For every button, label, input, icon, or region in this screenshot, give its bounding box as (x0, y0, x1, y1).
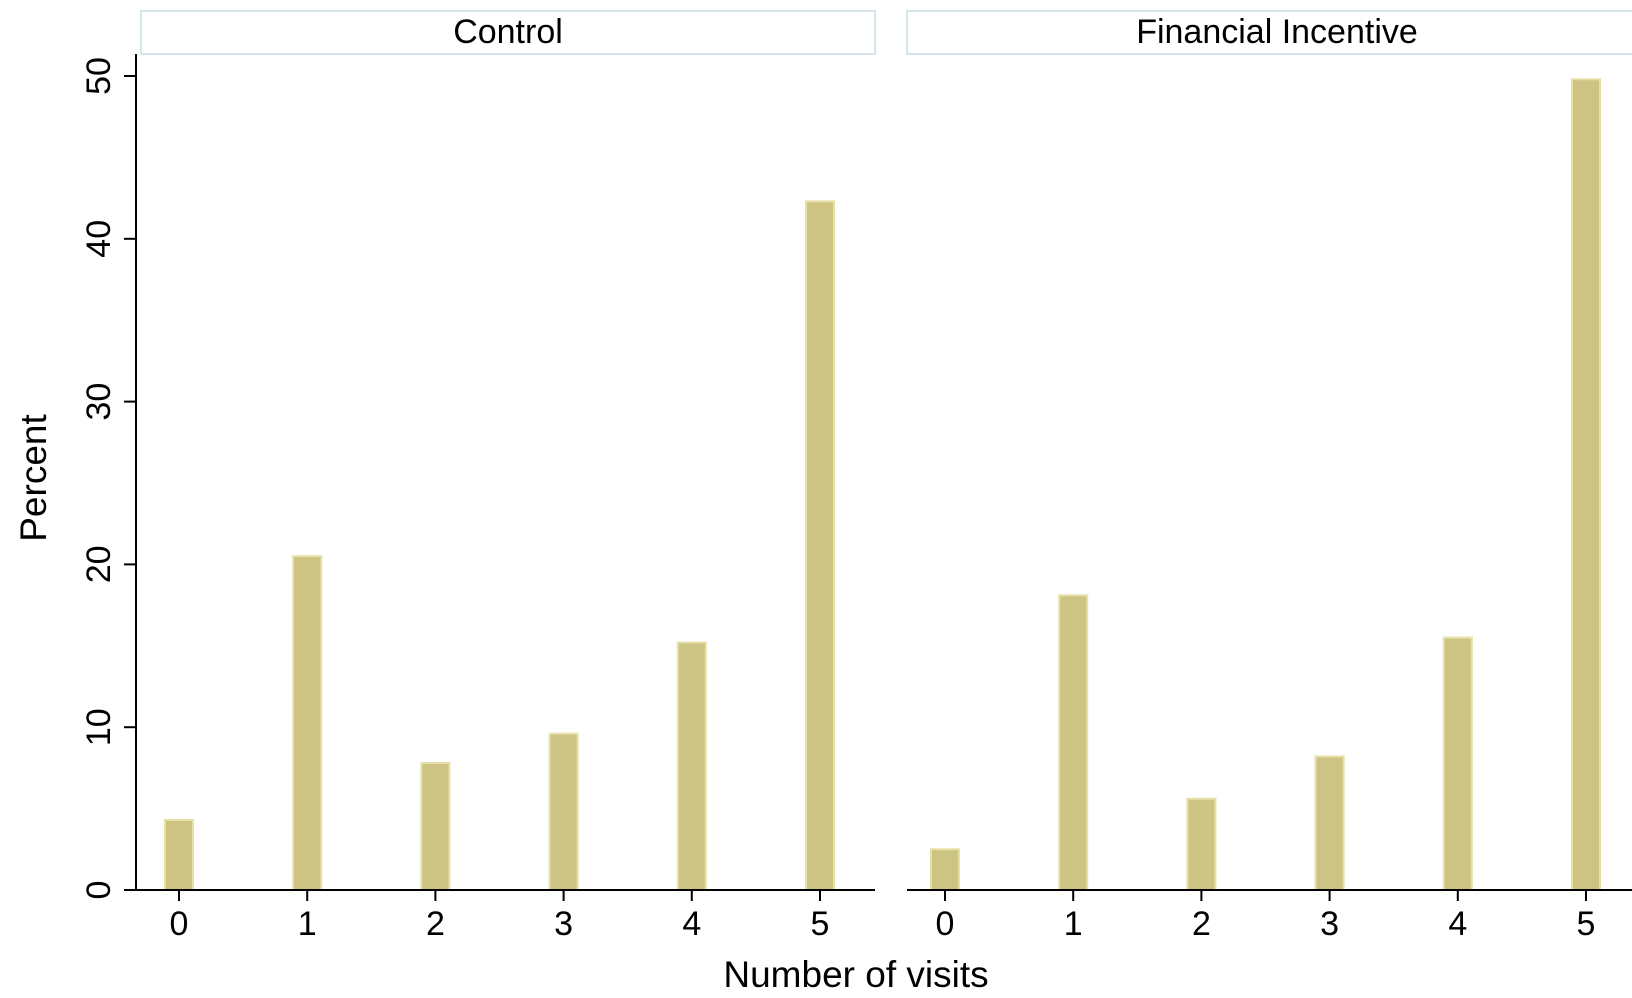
y-axis-title: Percent (13, 414, 54, 542)
x-tick-label: 5 (811, 905, 830, 943)
y-tick-label: 50 (80, 57, 118, 95)
x-tick-label: 3 (554, 905, 573, 943)
bar (1058, 594, 1089, 891)
bar (930, 848, 960, 891)
bar (292, 555, 323, 891)
bar (1442, 636, 1473, 891)
y-tick-label: 0 (80, 881, 118, 900)
x-tick-label: 0 (170, 905, 189, 943)
bar (420, 762, 451, 891)
bar (805, 200, 835, 891)
y-tick-label: 10 (80, 708, 118, 746)
bar (676, 641, 707, 891)
bar (548, 732, 579, 891)
x-tick-label: 3 (1320, 905, 1339, 943)
panel-title: Financial Incentive (1136, 13, 1418, 51)
x-tick-label: 2 (1192, 905, 1211, 943)
x-tick-label: 4 (1448, 905, 1467, 943)
bar (1314, 755, 1345, 892)
x-tick-label: 5 (1577, 905, 1596, 943)
bar (164, 818, 194, 891)
y-tick-label: 20 (80, 545, 118, 583)
panel-header-box (140, 10, 876, 55)
y-tick-label: 40 (80, 220, 118, 258)
bar (1571, 78, 1601, 892)
panel-0: Control 0 1 2 3 4 5 (136, 10, 876, 943)
x-axis-title: Number of visits (723, 954, 988, 995)
x-tick-label: 1 (1064, 905, 1083, 943)
y-tick-label: 30 (80, 383, 118, 421)
x-tick-label: 2 (426, 905, 445, 943)
x-tick-label: 4 (682, 905, 701, 943)
panel-header-box (906, 10, 1632, 55)
bar (1186, 797, 1217, 891)
y-axis: 0 10 20 30 40 50 (80, 54, 137, 900)
panel-1: Financial Incentive 0 1 2 3 4 5 (906, 10, 1632, 943)
x-tick-label: 1 (298, 905, 317, 943)
panel-title: Control (453, 13, 563, 51)
panels-layer: Control 0 1 2 3 4 5 Financial Incentive 0 1 2 3 4 5 (136, 10, 1632, 943)
x-tick-label: 0 (936, 905, 955, 943)
